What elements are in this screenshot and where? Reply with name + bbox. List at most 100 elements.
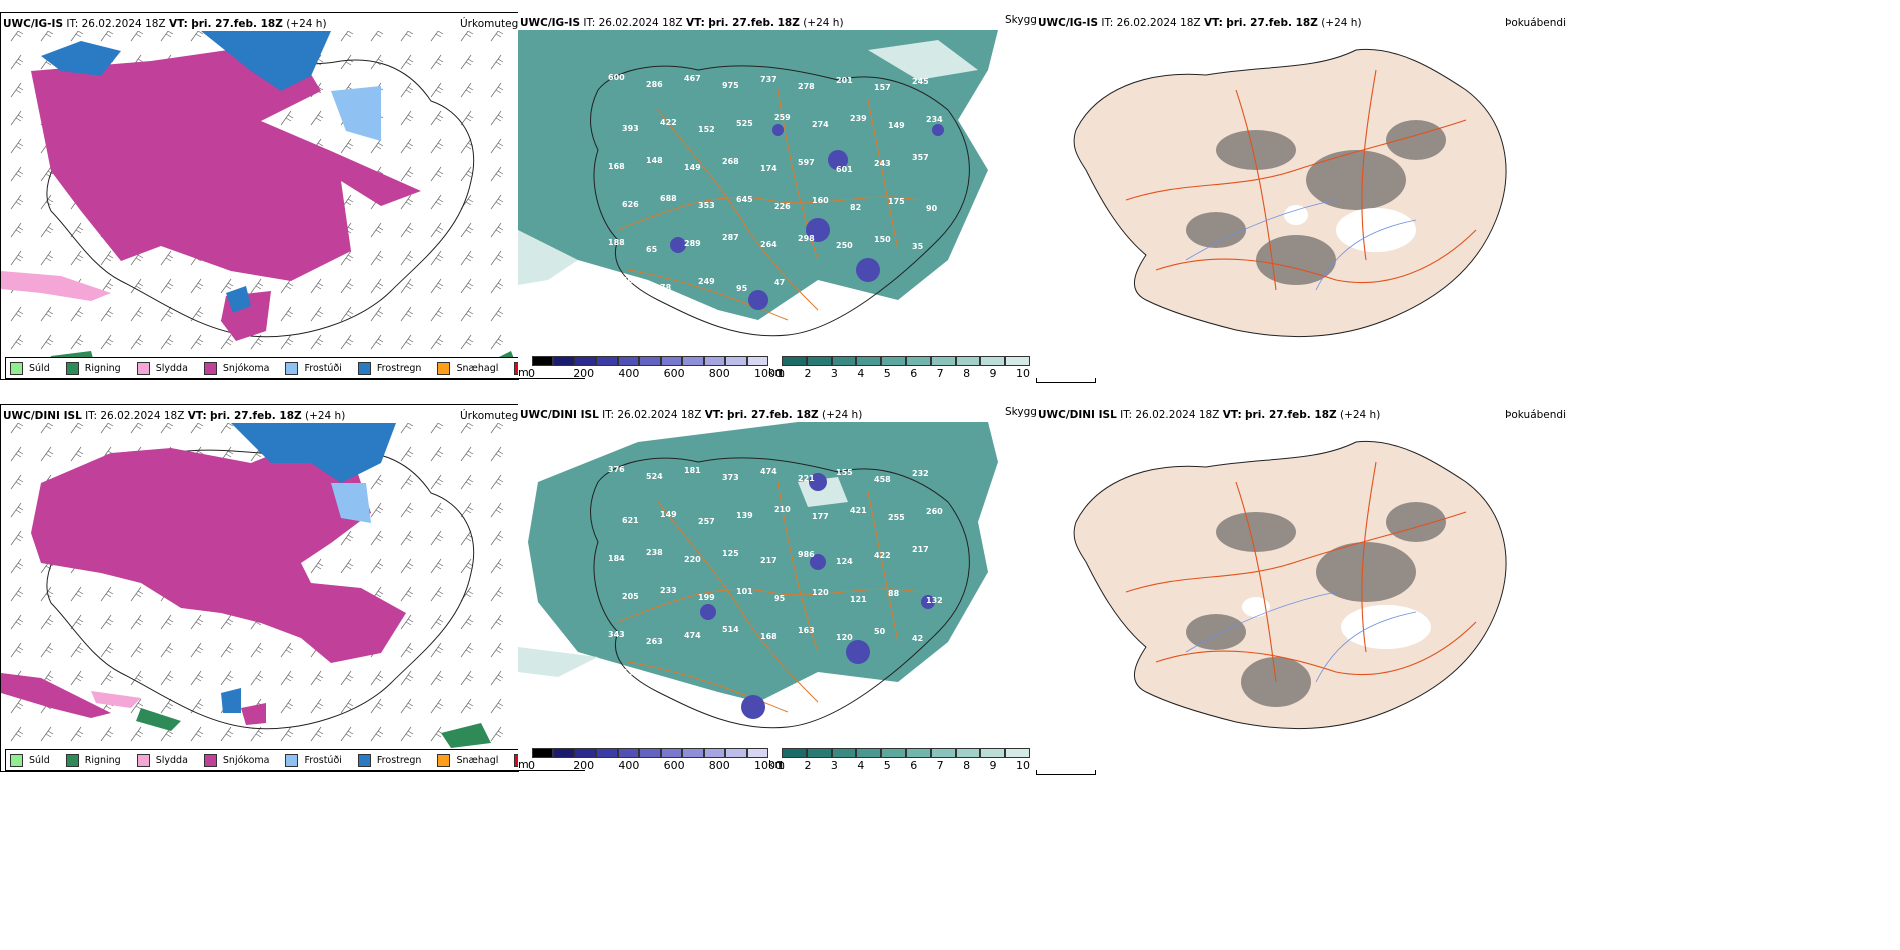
legend-swatch [136,753,150,767]
spot-label: 205 [622,592,639,601]
wind-barb [70,250,84,266]
spot-label: 232 [912,469,929,478]
colorbar-tick: 7 [936,759,944,772]
wind-barb [70,586,84,602]
colorbar-tick: 8 [963,367,971,380]
wind-barb [430,278,444,294]
wind-barb [250,278,264,294]
wind-barb [490,82,504,98]
legend-item: Frostúði [285,361,342,375]
colorbar-tick: 1 [778,367,785,380]
spot-label: 263 [646,637,663,646]
spot-label: 376 [608,465,625,474]
spot-label: 160 [812,196,829,205]
wind-barb [460,306,474,322]
wind-barb [10,698,24,714]
spot-label: 260 [926,507,943,516]
wind-barb [190,31,204,42]
wind-barb [400,54,414,70]
wind-barb [400,138,414,154]
spot-label: 737 [760,75,777,84]
wind-barb [430,586,444,602]
wind-barb [490,726,504,742]
colorbar-segment [980,748,1006,758]
wind-barb [10,502,24,518]
wind-barb [130,423,144,434]
colorbar-segment [553,356,575,366]
wind-barb [430,138,444,154]
wind-barb [430,250,444,266]
spot-label: 132 [926,596,943,605]
wind-barb [430,194,444,210]
wind-barb [100,726,114,742]
wind-barb [100,334,114,350]
spot-label: 101 [736,587,753,596]
wind-barb [160,423,174,434]
spot-label: 90 [926,204,938,213]
spot-label: 353 [698,201,715,210]
legend-label: Súld [29,362,50,374]
cloudbase-patches [670,124,944,310]
wind-barb [460,31,474,42]
wind-barb [430,222,444,238]
wind-barb [370,698,384,714]
wind-barb [460,110,474,126]
colorbar-tick: 800 [708,367,730,380]
wind-barb [370,530,384,546]
legend-label: Snjókoma [222,362,270,374]
wind-barb [400,586,414,602]
wind-barb [460,222,474,238]
legend-label: Frostúði [304,754,342,766]
wind-barb [160,250,174,266]
wind-barb [490,278,504,294]
wind-barb [490,502,504,518]
wind-barb [340,698,354,714]
precip-map-canvas [1,31,518,369]
wind-barb [190,278,204,294]
colorbar-tick: 1 [778,759,785,772]
wind-barb [370,31,384,42]
wind-barb [340,726,354,742]
wind-barb [250,334,264,350]
wind-barb [490,334,504,350]
wind-barb [400,423,414,434]
colorbar-tick: 4 [857,759,865,772]
wind-barb [190,334,204,350]
wind-barb [130,306,144,322]
legend-label: Frostúði [304,362,342,374]
colorbar-segment [639,748,661,758]
wind-barb [490,642,504,658]
legend-item: Frostúði [285,753,342,767]
spot-label: 298 [798,234,815,243]
spot-label: 357 [912,153,929,162]
wind-barb [70,446,84,462]
wind-barb [70,334,84,350]
wind-barb [220,423,234,434]
spot-label: 148 [646,156,663,165]
spot-label: 181 [684,466,701,475]
fog-map-row2: UWC/DINI ISL IT: 26.02.2024 18Z VT: þri.… [1036,404,1566,770]
wind-barb [220,614,234,630]
cloud-map-canvas: 376 524 181 373 474 221 155 458 232 621 149 257 139 2… [518,422,998,729]
wind-barb [430,614,444,630]
wind-barb [400,698,414,714]
colorbar-segment [574,356,597,366]
wind-barb [370,502,384,518]
wind-barb [220,334,234,350]
spot-label: 175 [888,197,905,206]
legend-label: Snæhagl [456,754,499,766]
legend-item: Frostregn [357,361,421,375]
wind-barb [490,31,504,42]
legend-swatch [357,753,371,767]
wind-barb [70,670,84,686]
wind-barb [400,31,414,42]
colorbar-tick: 4 [857,367,865,380]
wind-barb [10,82,24,98]
wind-barb [460,614,474,630]
wind-barb [10,250,24,266]
colorbar-segment [906,356,931,366]
wind-barb [400,502,414,518]
wind-barb [370,726,384,742]
wind-barb [10,306,24,322]
wind-barb [490,558,504,574]
